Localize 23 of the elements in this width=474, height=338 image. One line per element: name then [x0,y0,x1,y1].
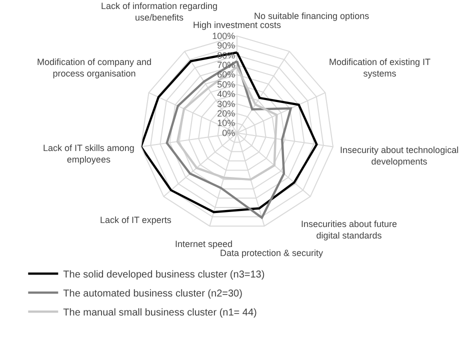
spoke-label: Insecurities about future digital standards [301,219,398,241]
spoke-label: Insecurity about technological developments [340,145,459,167]
y-tick-label: 20% [217,108,236,119]
spoke-label: High investment costs [193,20,282,30]
y-tick-label: 10% [217,118,236,128]
y-tick-label: 100% [212,30,236,41]
spoke-label: Lack of IT experts [100,215,172,225]
y-tick-label: 60% [217,70,236,80]
legend-label: The automated business cluster (n2=30) [63,288,242,300]
y-tick-label: 30% [217,98,236,109]
legend-label: The solid developed business cluster (n3=13) [63,270,265,280]
spoke-label: Modification of existing IT systems [329,57,432,79]
y-tick-label: 0% [222,128,236,138]
spoke-label: Data protection & security [220,248,324,258]
legend-label: The manual small business cluster (n1= 44) [63,308,257,318]
spoke-label: No suitable financing options [254,11,370,21]
spoke-label: Lack of IT skills among employees [43,143,134,165]
y-tick-label: 50% [217,79,236,90]
spoke-label: Lack of information regarding use/benefits [101,1,218,23]
spoke-label: Internet speed [175,239,233,249]
y-tick-label: 90% [217,40,236,51]
spoke-label: Modification of company and process organisation [37,57,152,79]
y-tick-label: 40% [217,89,236,100]
